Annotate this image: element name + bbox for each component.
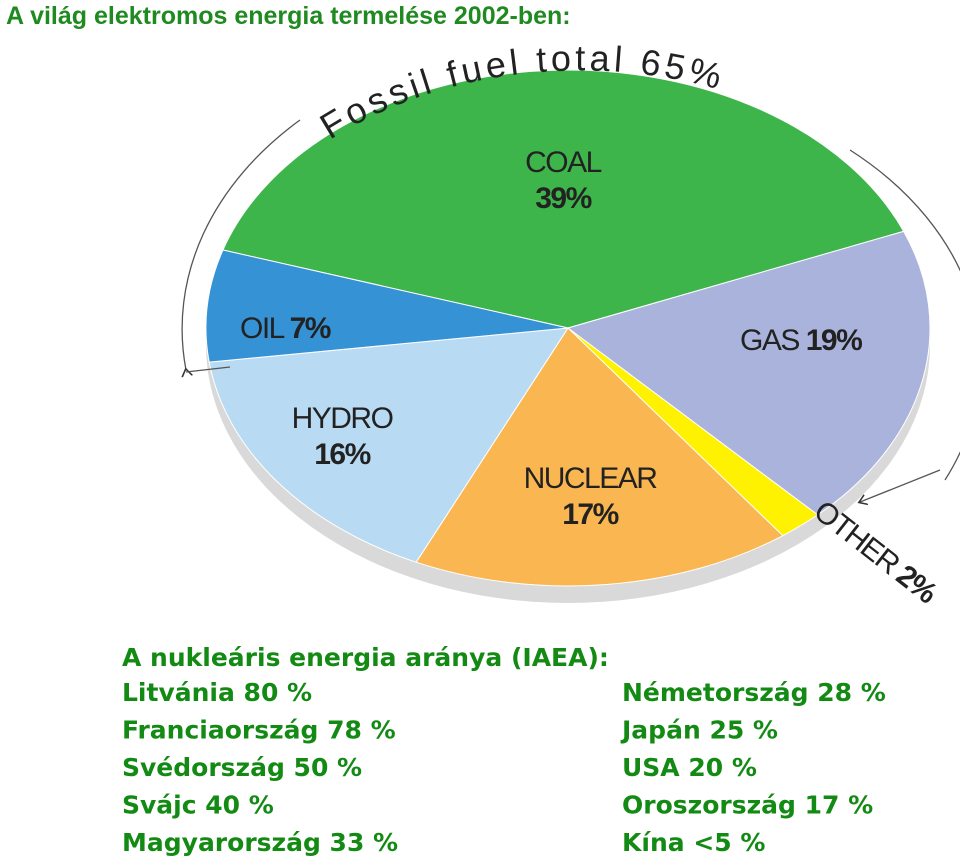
nuclear-list: Litvánia 80 % Franciaország 78 % Svédorszá… xyxy=(122,678,886,857)
slice-category: GAS xyxy=(740,324,799,357)
slice-label: OTHER 2% xyxy=(808,495,943,611)
slice-label-text: OIL 7% xyxy=(240,312,331,345)
fossil-arrow-left xyxy=(182,119,301,370)
fossil-line xyxy=(185,366,231,373)
slice-label-text: GAS 19% xyxy=(740,324,862,357)
slide-title: A világ elektromos energia termelése 200… xyxy=(6,2,571,30)
list-item: Litvánia 80 % xyxy=(122,678,312,707)
list-item: USA 20 % xyxy=(622,753,757,782)
list-item: Japán 25 % xyxy=(620,716,778,745)
pie-slice xyxy=(566,230,931,516)
slice-value: 19% xyxy=(806,324,862,357)
list-item: Svájc 40 % xyxy=(122,791,274,820)
pie-slice xyxy=(222,69,905,329)
pie-slice xyxy=(415,327,784,587)
list-item: Oroszország 17 % xyxy=(622,791,873,820)
slice-category: OIL xyxy=(240,312,285,345)
slice-category: HYDRO xyxy=(292,402,393,435)
pie-slice xyxy=(208,327,569,563)
slice-value: 2% xyxy=(890,559,943,610)
slice-category: OTHER xyxy=(808,495,906,582)
pie-slice xyxy=(205,249,569,363)
slice-value: 16% xyxy=(314,438,370,471)
list-item: Franciaország 78 % xyxy=(122,716,396,745)
list-item: Kína <5 % xyxy=(622,828,765,857)
slice-label: GAS 19% xyxy=(740,324,864,357)
slice-value: 17% xyxy=(562,498,618,531)
fossil-arrow-right xyxy=(849,149,960,481)
list-item: Magyarország 33 % xyxy=(122,828,398,857)
slice-label-text: OTHER 2% xyxy=(808,495,943,611)
slice-label: OIL 7% xyxy=(240,312,332,345)
list-item: Svédország 50 % xyxy=(122,753,362,782)
list-heading: A nukleáris energia aránya (IAEA): xyxy=(122,643,609,672)
list-item: Németország 28 % xyxy=(622,678,886,707)
slice-value: 39% xyxy=(535,182,591,215)
other-arrow xyxy=(860,469,941,502)
slice-category: NUCLEAR xyxy=(524,462,658,495)
slice-category: COAL xyxy=(525,146,602,179)
slice-value: 7% xyxy=(290,312,331,345)
